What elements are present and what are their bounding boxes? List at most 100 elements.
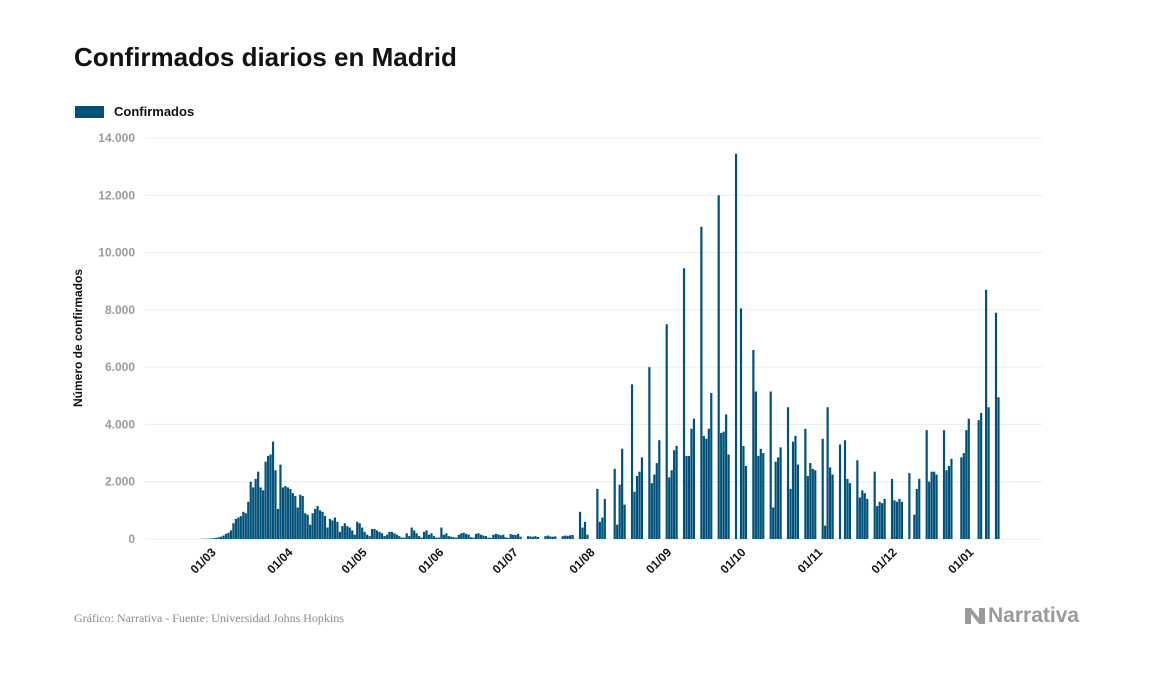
bar [665, 324, 668, 539]
x-axis-ticks: 01/03 01/04 01/05 01/06 01/07 01/08 01/09 01/10… [188, 545, 977, 576]
bar [710, 392, 713, 539]
bar [440, 527, 443, 539]
bar [796, 464, 800, 539]
bar [705, 438, 708, 539]
bar [239, 516, 242, 539]
bar [284, 486, 287, 539]
bar [534, 536, 537, 539]
bar [294, 496, 297, 539]
y-axis-ticks: 0 2.000 4.000 6.000 8.000 10.000 12.000 14.000 [98, 131, 135, 546]
bar [779, 447, 782, 539]
bar [935, 474, 938, 539]
bar [353, 534, 356, 539]
bar [675, 445, 678, 539]
bar [692, 418, 696, 539]
bar [687, 455, 691, 539]
bar [257, 471, 260, 539]
bar [212, 538, 215, 539]
bar [470, 537, 473, 539]
bar [447, 536, 450, 539]
bar [432, 536, 436, 539]
bar [214, 537, 218, 539]
bar [435, 537, 438, 539]
bar [489, 537, 493, 539]
x-tick-label: 01/09 [643, 545, 674, 576]
bar [551, 536, 554, 539]
bar [826, 407, 829, 539]
bar [378, 531, 381, 539]
bar [445, 533, 448, 539]
bar [400, 537, 403, 539]
bar [895, 501, 899, 539]
bar [623, 504, 626, 539]
narrativa-logo-icon [965, 608, 985, 624]
bar [531, 536, 535, 539]
bar [346, 526, 349, 539]
bar [648, 367, 651, 539]
bar [460, 533, 463, 539]
bar [581, 527, 584, 539]
bar [947, 465, 951, 539]
bar [893, 500, 896, 539]
bar [980, 412, 983, 539]
bar [338, 531, 341, 539]
bar [361, 527, 364, 539]
bar [467, 534, 470, 539]
bar [437, 537, 441, 539]
bar [492, 534, 495, 539]
legend-label-confirmados: Confirmados [114, 104, 195, 119]
bar [393, 533, 396, 539]
bar [420, 537, 423, 539]
bar [809, 463, 812, 539]
bar [616, 524, 619, 539]
bar [229, 530, 233, 539]
bar [806, 475, 809, 539]
bar [950, 458, 953, 539]
bar [561, 536, 564, 539]
bar [299, 494, 302, 539]
x-tick-label: 01/08 [566, 545, 597, 576]
bar [811, 468, 814, 539]
bar [363, 531, 366, 539]
x-tick-label: 01/03 [188, 545, 219, 576]
bar [908, 473, 911, 539]
bar [814, 470, 817, 539]
bar [653, 474, 656, 539]
bar [717, 195, 720, 540]
bar [474, 533, 478, 539]
bar [336, 521, 339, 539]
bar [866, 498, 869, 539]
bar [465, 533, 468, 539]
bar [380, 533, 384, 539]
bar [794, 435, 797, 539]
bar [596, 488, 599, 539]
bar [774, 461, 777, 539]
x-tick-label: 01/11 [795, 545, 826, 576]
bar [504, 537, 507, 539]
bar [536, 536, 540, 539]
narrativa-logo: Narrativa [964, 604, 1079, 628]
bar [425, 530, 428, 539]
bar [700, 226, 703, 540]
bar [314, 508, 317, 539]
bar [913, 514, 916, 539]
bar [264, 461, 267, 539]
bar [529, 536, 532, 539]
bar [925, 430, 928, 539]
bar [861, 490, 864, 539]
bar [519, 536, 522, 539]
bar [249, 481, 252, 539]
bar [383, 536, 386, 539]
bar [403, 537, 406, 539]
bar [829, 467, 832, 539]
bar [883, 498, 886, 539]
bar [276, 508, 280, 539]
bar [385, 534, 389, 539]
bar [262, 490, 265, 539]
bar [242, 511, 245, 539]
bar [217, 537, 220, 539]
bar [472, 537, 475, 539]
bar [846, 478, 849, 539]
bar [821, 438, 824, 539]
bar [259, 487, 262, 539]
